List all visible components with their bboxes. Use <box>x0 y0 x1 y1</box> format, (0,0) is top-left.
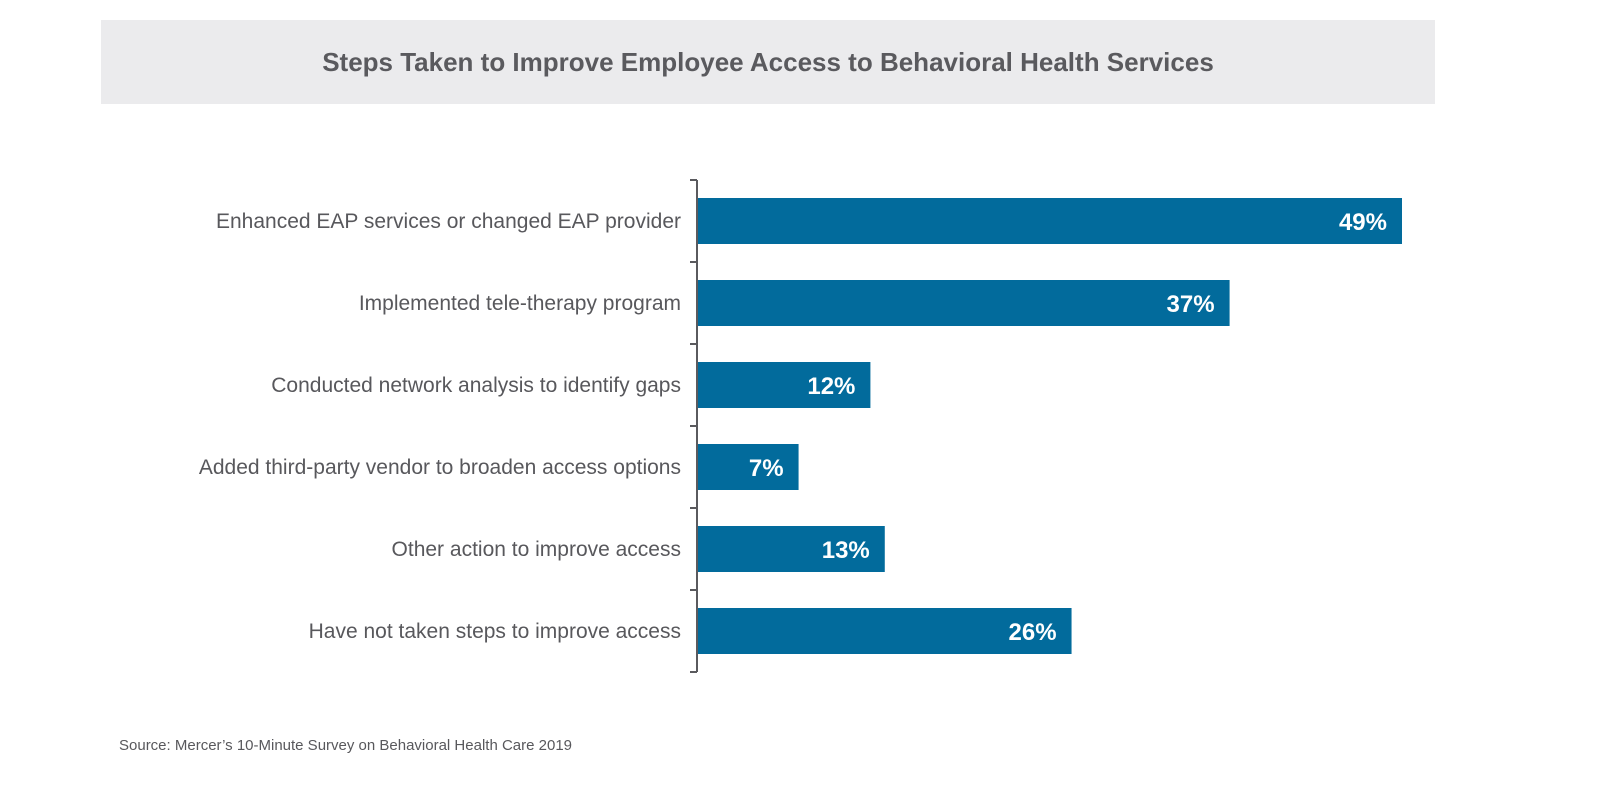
category-label: Enhanced EAP services or changed EAP pro… <box>216 210 681 233</box>
bar <box>698 280 1230 326</box>
bar <box>698 608 1072 654</box>
title-band: Steps Taken to Improve Employee Access t… <box>101 20 1435 104</box>
y-axis <box>690 179 698 673</box>
bar <box>698 362 871 408</box>
category-label: Have not taken steps to improve access <box>309 620 681 643</box>
bars: 49% 37% 12% 7% 13% 26% <box>698 198 1402 654</box>
value-label: 49% <box>1339 209 1387 236</box>
value-label: 26% <box>1009 619 1057 646</box>
value-label: 13% <box>822 537 870 564</box>
bar <box>698 444 799 490</box>
bar <box>698 526 885 572</box>
category-label: Added third-party vendor to broaden acce… <box>199 456 681 479</box>
category-label: Implemented tele-therapy program <box>359 292 681 315</box>
category-labels: Enhanced EAP services or changed EAP pro… <box>199 210 681 643</box>
value-label: 37% <box>1167 291 1215 318</box>
value-label: 12% <box>807 373 855 400</box>
bar <box>698 198 1402 244</box>
chart-title: Steps Taken to Improve Employee Access t… <box>322 46 1214 77</box>
category-label: Other action to improve access <box>392 538 681 561</box>
source-note: Source: Mercer’s 10-Minute Survey on Beh… <box>119 737 573 754</box>
value-label: 7% <box>749 455 784 482</box>
category-label: Conducted network analysis to identify g… <box>271 374 681 397</box>
